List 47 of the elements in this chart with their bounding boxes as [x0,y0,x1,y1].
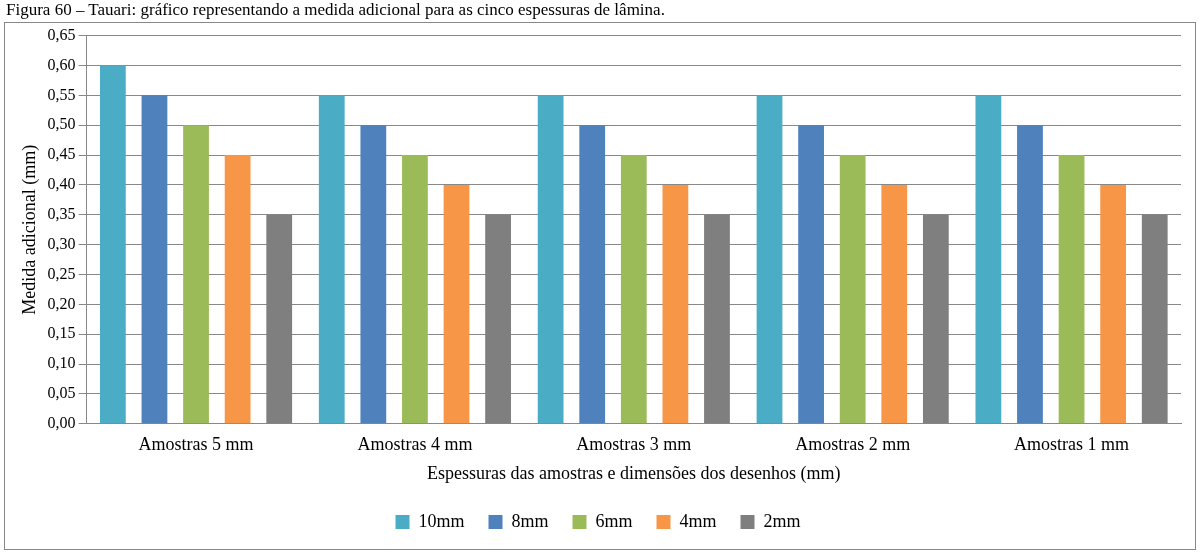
x-tick-label: Amostras 5 mm [138,434,254,455]
legend-label: 6mm [595,510,633,531]
x-tick-label: Amostras 2 mm [795,434,911,455]
y-tick-label: 0,45 [47,145,76,163]
bar [537,95,564,424]
bar [224,155,251,424]
bar [881,184,908,424]
y-tick-label: 0,10 [47,354,76,372]
bar [839,155,866,424]
x-axis-title: Espessuras das amostras e dimensões dos desenhos (mm) [427,462,841,484]
y-tick-label: 0,05 [47,384,76,402]
x-tick-label: Amostras 3 mm [576,434,692,455]
x-tick-label: Amostras 1 mm [1014,434,1130,455]
bar [662,184,689,424]
y-tick-label: 0,55 [47,85,76,103]
chart-title: Figura 60 – Tauari: gráfico representando a medida adicional para as cinco espessuras de lâmina. [6,0,665,20]
bar [1017,125,1043,424]
bar [402,155,428,424]
legend-label: 10mm [418,510,465,531]
bar [756,95,783,424]
bar [318,95,345,424]
y-tick-label: 0,15 [47,324,76,342]
bar [1058,155,1085,424]
y-tick-label: 0,65 [47,25,76,43]
y-tick-label: 0,30 [47,234,76,252]
bar [99,65,126,424]
y-tick-label: 0,00 [47,414,76,431]
x-tick-label: Amostras 4 mm [357,434,473,455]
y-axis-title: Medida adicional (mm) [18,144,40,315]
bar [141,95,168,424]
bar [360,125,387,424]
bar [1100,184,1127,424]
bar [975,95,1002,424]
y-tick-label: 0,60 [47,55,76,73]
legend-label: 8mm [511,510,549,531]
y-tick-label: 0,50 [47,115,76,133]
legend-label: 4mm [679,510,717,531]
y-tick-label: 0,35 [47,204,76,222]
bar [620,155,647,424]
bar [798,125,824,424]
bar [579,125,606,424]
y-tick-label: 0,40 [47,175,76,193]
y-tick-label: 0,20 [47,294,76,312]
bar [183,125,209,424]
bar [443,184,470,424]
legend-label: 2mm [763,510,801,531]
y-tick-label: 0,25 [47,264,76,282]
